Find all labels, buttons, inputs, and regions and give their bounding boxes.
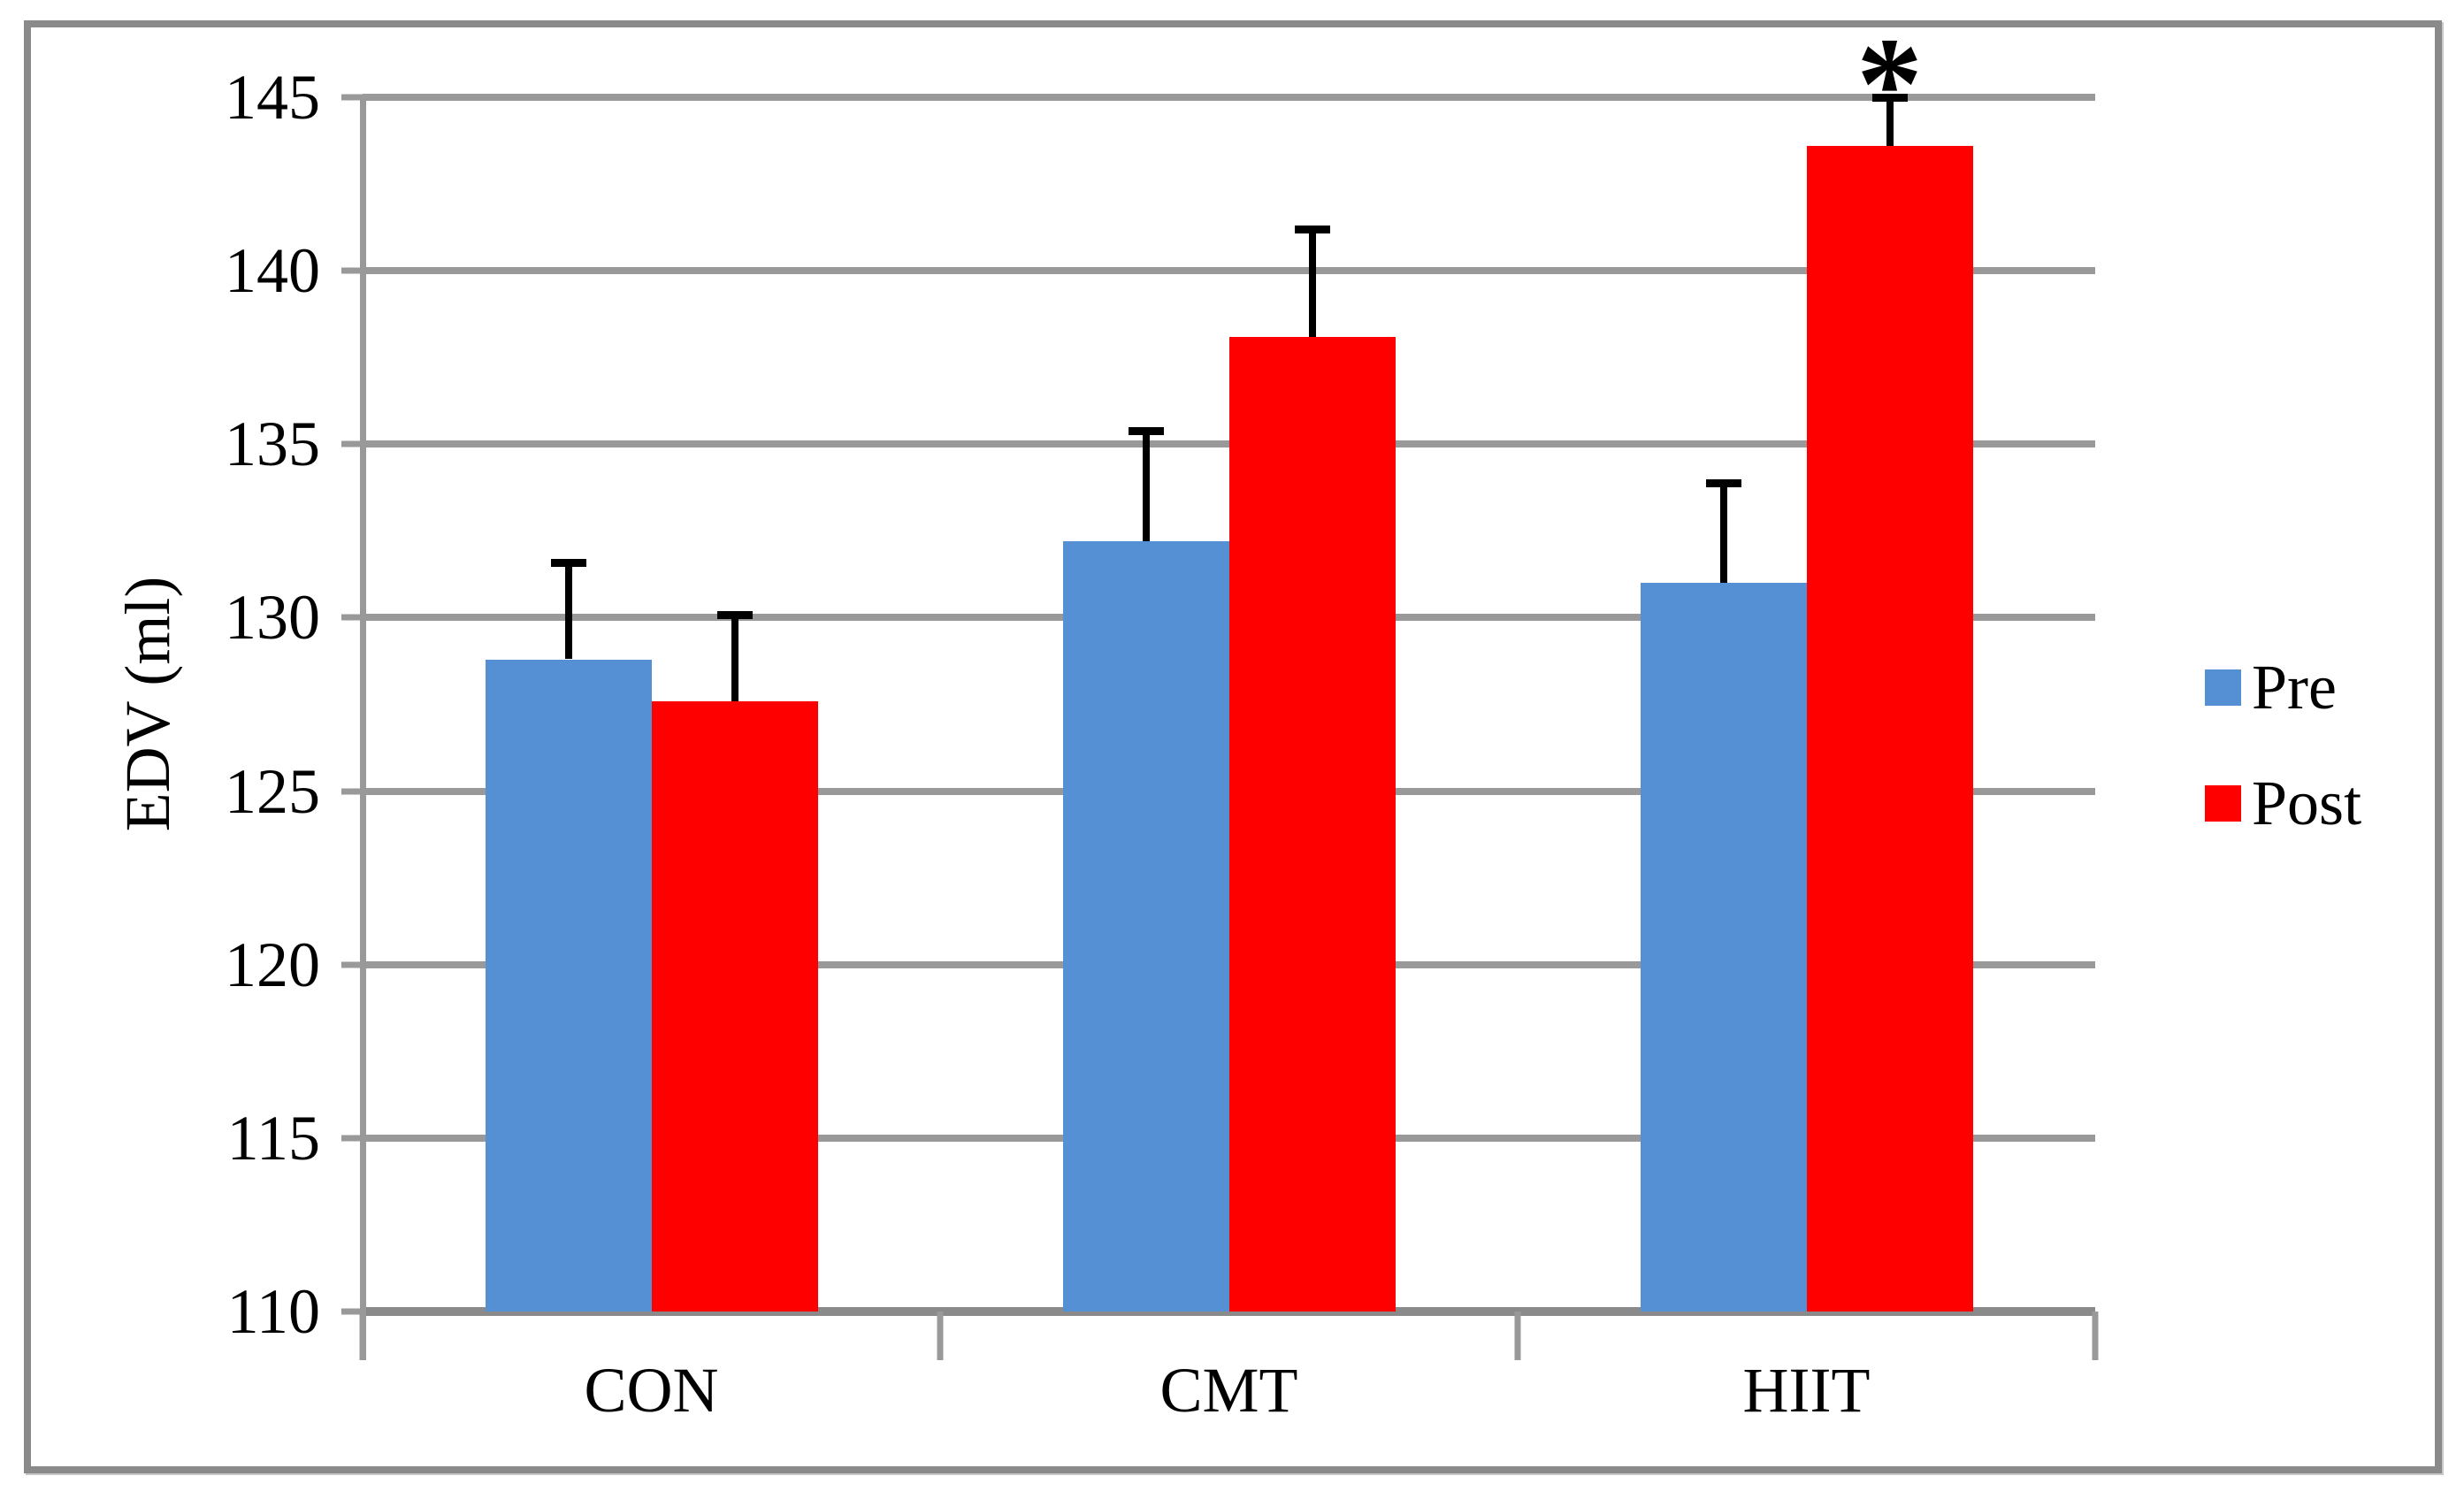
y-axis-tick-145 bbox=[341, 94, 363, 101]
legend-label-pre: Pre bbox=[2252, 652, 2337, 723]
error-bar-con-pre bbox=[564, 558, 572, 660]
y-axis-tick-135 bbox=[341, 440, 363, 447]
x-axis-tick-0 bbox=[359, 1312, 366, 1360]
x-category-label-con: CON bbox=[584, 1355, 719, 1426]
gridline-145 bbox=[363, 94, 2095, 101]
y-axis-tick-110 bbox=[341, 1308, 363, 1315]
y-tick-label-125: 125 bbox=[225, 755, 320, 827]
legend-label-post: Post bbox=[2252, 768, 2362, 838]
x-axis-tick-1 bbox=[937, 1312, 944, 1360]
error-bar-con-post bbox=[731, 610, 738, 701]
y-tick-label-110: 110 bbox=[226, 1276, 320, 1347]
x-category-label-hiit: HIIT bbox=[1742, 1355, 1871, 1426]
bar-con-post bbox=[651, 700, 818, 1312]
y-axis-line bbox=[360, 97, 366, 1360]
error-bar-cmt-pre bbox=[1142, 426, 1150, 542]
bar-hiit-post bbox=[1806, 145, 1973, 1312]
y-tick-label-130: 130 bbox=[225, 582, 320, 654]
y-tick-label-145: 145 bbox=[225, 62, 320, 133]
y-axis-tick-125 bbox=[341, 788, 363, 795]
y-axis-tick-120 bbox=[341, 961, 363, 968]
bar-hiit-pre bbox=[1640, 583, 1807, 1312]
legend-swatch-post bbox=[2205, 784, 2241, 822]
y-tick-label-135: 135 bbox=[225, 409, 320, 480]
legend-entry-post: Post bbox=[2205, 765, 2361, 841]
gridline-140 bbox=[363, 267, 2095, 275]
x-axis-tick-3 bbox=[2092, 1312, 2099, 1360]
x-axis-tick-2 bbox=[1514, 1312, 1521, 1360]
plot-area bbox=[363, 94, 2095, 1316]
error-bar-hiit-post bbox=[1886, 94, 1894, 146]
error-bar-cmt-post bbox=[1308, 226, 1316, 337]
bar-cmt-pre bbox=[1062, 541, 1229, 1312]
figure-border bbox=[24, 20, 2442, 1473]
error-cap-hiit-pre bbox=[1705, 478, 1741, 487]
y-axis-tick-140 bbox=[341, 267, 363, 274]
error-bar-hiit-pre bbox=[1719, 478, 1727, 584]
legend-entry-pre: Pre bbox=[2205, 649, 2337, 725]
error-cap-con-post bbox=[716, 610, 753, 619]
y-axis-tick-130 bbox=[341, 614, 363, 621]
error-cap-cmt-pre bbox=[1128, 426, 1164, 435]
x-category-label-cmt: CMT bbox=[1159, 1355, 1298, 1426]
bar-cmt-post bbox=[1228, 336, 1396, 1312]
legend-swatch-pre bbox=[2205, 669, 2241, 706]
y-tick-label-115: 115 bbox=[226, 1102, 320, 1174]
significance-asterisk: * bbox=[1856, 11, 1923, 157]
y-tick-label-120: 120 bbox=[225, 929, 320, 1000]
y-tick-label-140: 140 bbox=[225, 235, 320, 307]
y-axis-tick-115 bbox=[341, 1135, 363, 1142]
error-cap-con-pre bbox=[550, 558, 586, 567]
gridline-110 bbox=[363, 1307, 2095, 1316]
error-cap-hiit-post bbox=[1871, 94, 1908, 103]
bar-con-pre bbox=[485, 659, 652, 1312]
error-cap-cmt-post bbox=[1294, 226, 1330, 234]
